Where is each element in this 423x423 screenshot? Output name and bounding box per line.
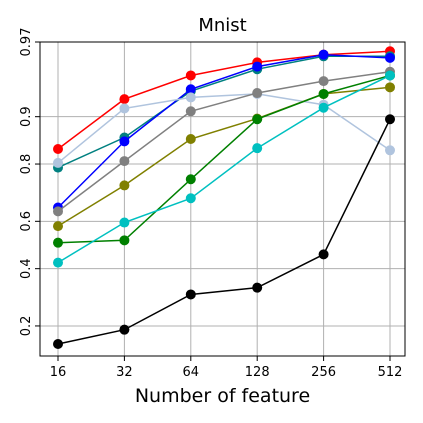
series-5 <box>53 66 395 217</box>
data-point <box>385 114 395 125</box>
x-tick-label: 256 <box>311 365 336 380</box>
data-point <box>53 237 63 248</box>
series-9 <box>53 114 395 350</box>
y-tick-label: 0.2 <box>19 316 34 337</box>
data-point <box>385 70 395 81</box>
y-ticks: 0.2 0.4 0.6 0.8 0.9 0.97 <box>19 28 40 337</box>
x-tick-label: 512 <box>378 365 403 380</box>
data-point <box>119 324 130 335</box>
series-line <box>57 74 391 244</box>
data-point <box>119 180 130 191</box>
data-point <box>252 61 263 72</box>
series-line <box>57 53 391 209</box>
data-point <box>252 114 263 125</box>
series-line <box>57 74 391 264</box>
y-tick-label: 0.97 <box>19 28 34 57</box>
series-3 <box>53 49 395 213</box>
x-tick-label: 32 <box>116 365 133 380</box>
data-point <box>53 221 63 232</box>
data-point <box>252 88 263 99</box>
data-point <box>185 70 196 81</box>
data-point <box>385 145 395 156</box>
series-line <box>57 93 391 164</box>
series-layer <box>53 46 395 350</box>
x-tick-label: 16 <box>50 365 67 380</box>
series-8 <box>53 70 395 268</box>
data-point <box>185 193 196 204</box>
data-point <box>318 249 329 260</box>
series-line <box>57 71 391 212</box>
data-point <box>185 289 196 300</box>
x-tick-label: 64 <box>183 365 200 380</box>
data-point <box>119 103 130 114</box>
data-point <box>53 257 63 268</box>
data-point <box>318 102 329 113</box>
data-point <box>53 206 63 217</box>
data-point <box>318 76 329 87</box>
data-point <box>53 144 63 155</box>
data-point <box>318 88 329 99</box>
data-point <box>119 156 130 167</box>
data-point <box>252 143 263 154</box>
x-ticks: 16 32 64 128 256 512 <box>50 356 403 380</box>
chart-title: Mnist <box>198 15 246 36</box>
data-point <box>119 217 130 228</box>
y-tick-label: 0.8 <box>19 154 34 175</box>
x-tick-label: 128 <box>245 365 270 380</box>
data-point <box>318 49 329 60</box>
series-line <box>57 55 390 169</box>
data-point <box>185 106 196 117</box>
series-6 <box>53 82 395 232</box>
data-point <box>119 94 130 105</box>
data-point <box>53 339 63 350</box>
data-point <box>385 82 395 93</box>
data-point <box>119 235 130 246</box>
data-point <box>185 174 196 185</box>
data-point <box>53 157 63 168</box>
x-axis-label: Number of feature <box>135 385 310 407</box>
y-tick-label: 0.6 <box>19 211 34 232</box>
data-point <box>185 84 196 95</box>
data-point <box>385 52 395 63</box>
data-point <box>252 282 263 293</box>
data-point <box>185 133 196 144</box>
series-line <box>57 118 391 345</box>
data-point <box>185 92 196 103</box>
y-tick-label: 0.4 <box>19 258 34 279</box>
data-point <box>119 136 130 147</box>
y-tick-label: 0.9 <box>19 106 34 127</box>
series-line <box>57 86 391 227</box>
plot-frame <box>39 41 406 357</box>
series-1 <box>53 46 395 155</box>
series-line <box>57 50 391 150</box>
